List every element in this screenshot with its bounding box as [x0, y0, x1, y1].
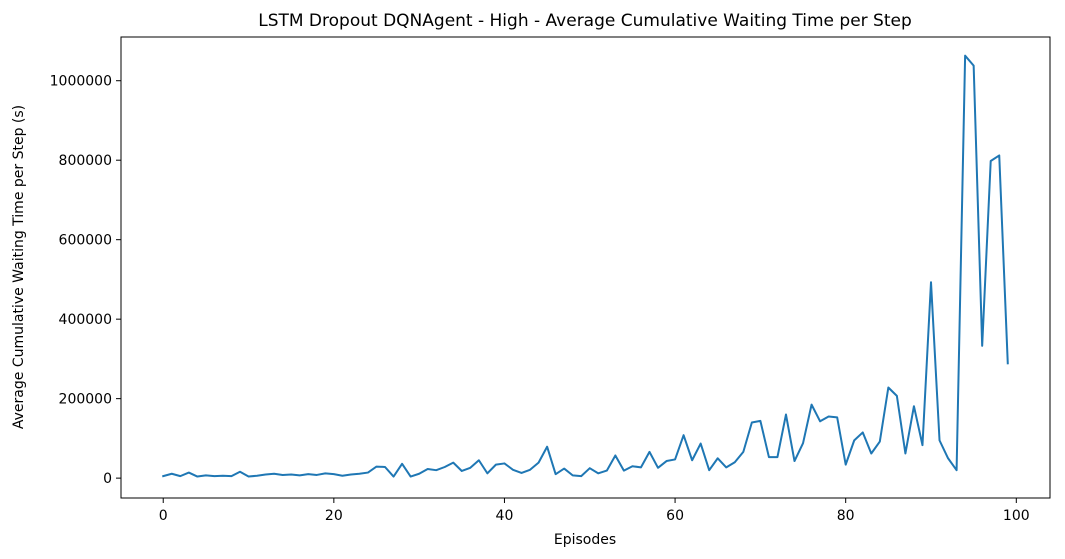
y-axis-ticks: 0 200000 400000 600000 800000 1000000	[50, 74, 121, 487]
plot-area	[161, 54, 1009, 478]
x-tick-label: 100	[1003, 508, 1030, 524]
y-tick-label: 400000	[59, 312, 112, 328]
y-tick-label: 600000	[59, 233, 112, 249]
x-tick-label: 20	[325, 508, 343, 524]
y-tick-label: 800000	[59, 153, 112, 169]
y-tick-label: 1000000	[50, 74, 112, 90]
x-tick-label: 80	[837, 508, 855, 524]
x-axis-label: Episodes	[554, 532, 616, 548]
axes-frame	[120, 36, 1051, 499]
series-line	[161, 54, 1009, 478]
x-tick-label: 40	[496, 508, 514, 524]
y-axis-label: Average Cumulative Waiting Time per Step…	[11, 105, 27, 429]
y-tick-label: 0	[103, 471, 112, 487]
x-tick-label: 60	[666, 508, 684, 524]
x-tick-label: 0	[159, 508, 168, 524]
y-tick-label: 200000	[59, 392, 112, 408]
chart-title: LSTM Dropout DQNAgent - High - Average C…	[258, 11, 912, 31]
x-axis-ticks: 0 20 40 60 80 100	[159, 498, 1030, 524]
